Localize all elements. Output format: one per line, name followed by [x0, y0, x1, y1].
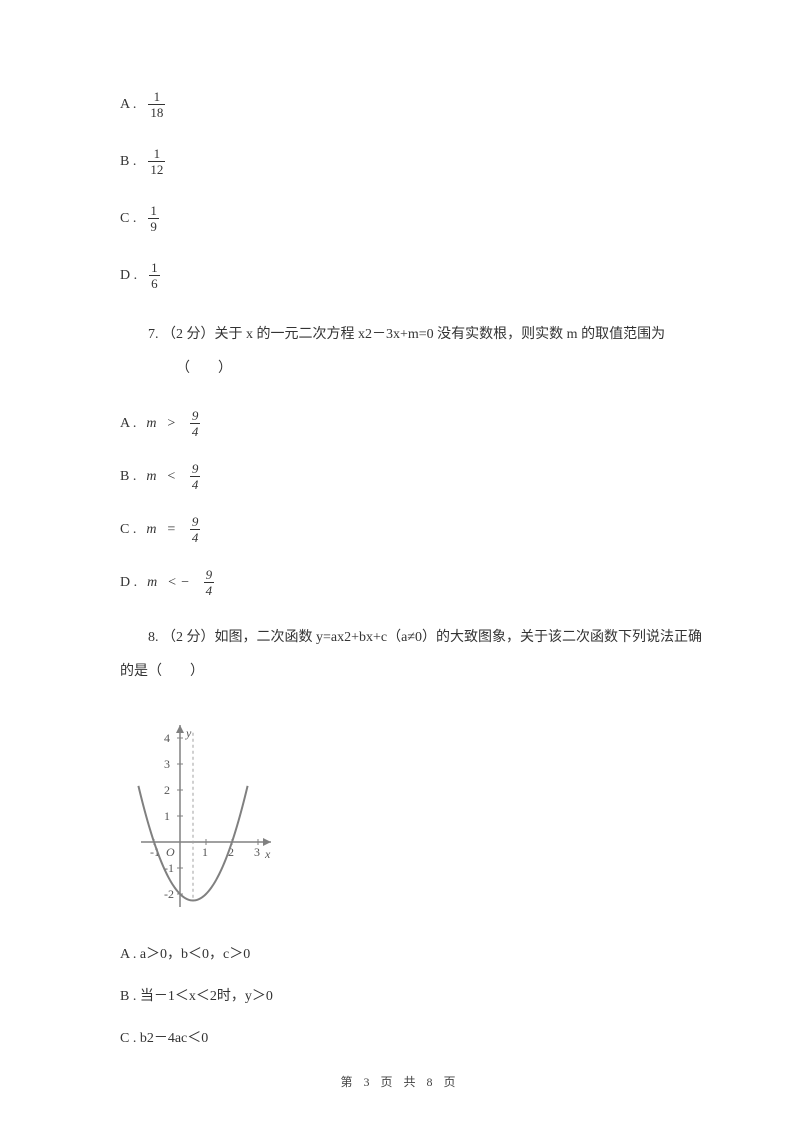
var: m — [146, 416, 156, 432]
option-letter: B . — [120, 989, 136, 1004]
page-footer: 第 3 页 共 8 页 — [0, 1073, 800, 1090]
fraction: 9 4 — [190, 462, 201, 491]
op: < − — [167, 575, 189, 591]
option-letter: B . — [120, 469, 136, 485]
q6-opt-b: B . 1 12 — [120, 147, 710, 176]
option-letter: C . — [120, 211, 136, 227]
svg-text:y: y — [185, 726, 192, 740]
q7-opt-d: D . m < − 9 4 — [120, 568, 710, 597]
q6-opt-a: A . 1 18 — [120, 90, 710, 119]
option-text: a＞0，b＜0，c＞0 — [140, 947, 250, 962]
q7-options: A . m > 9 4 B . m < 9 4 C . m = 9 4 — [120, 409, 710, 597]
option-letter: D . — [120, 268, 137, 284]
fraction: 1 6 — [149, 261, 160, 290]
option-letter: A . — [120, 947, 136, 962]
fraction: 1 12 — [148, 147, 165, 176]
svg-text:3: 3 — [164, 757, 170, 771]
svg-text:4: 4 — [164, 731, 170, 745]
q7-text: 7. （2 分）关于 x 的一元二次方程 x2－3x+m=0 没有实数根，则实数… — [148, 318, 710, 385]
fraction: 9 4 — [190, 515, 201, 544]
q7-opt-b: B . m < 9 4 — [120, 462, 710, 491]
fraction: 9 4 — [204, 568, 215, 597]
var: m — [147, 575, 157, 591]
q8-graph: -1123-2-11234yxO — [130, 712, 710, 917]
q8-text: 8. （2 分）如图，二次函数 y=ax2+bx+c（a≠0）的大致图象，关于该… — [120, 621, 710, 688]
var: m — [146, 522, 156, 538]
option-letter: A . — [120, 97, 136, 113]
parabola-chart: -1123-2-11234yxO — [130, 712, 310, 912]
svg-text:O: O — [166, 845, 175, 859]
q8-opt-c: C . b2－4ac＜0 — [120, 1027, 710, 1047]
svg-text:x: x — [264, 847, 271, 861]
q8-opt-a: A . a＞0，b＜0，c＞0 — [120, 943, 710, 963]
q8-options: A . a＞0，b＜0，c＞0 B . 当－1＜x＜2时，y＞0 C . b2－… — [120, 943, 710, 1047]
q6-opt-d: D . 1 6 — [120, 261, 710, 290]
svg-text:3: 3 — [254, 845, 260, 859]
q6-options: A . 1 18 B . 1 12 C . 1 9 D . 1 6 — [120, 90, 710, 290]
var: m — [146, 469, 156, 485]
option-letter: B . — [120, 154, 136, 170]
q8-opt-b: B . 当－1＜x＜2时，y＞0 — [120, 985, 710, 1005]
svg-text:1: 1 — [164, 809, 170, 823]
fraction: 9 4 — [190, 409, 201, 438]
option-letter: D . — [120, 575, 137, 591]
q6-opt-c: C . 1 9 — [120, 204, 710, 233]
option-text: 当－1＜x＜2时，y＞0 — [140, 989, 273, 1004]
q7-opt-a: A . m > 9 4 — [120, 409, 710, 438]
fraction: 1 9 — [148, 204, 159, 233]
op: > — [166, 416, 175, 432]
op: = — [166, 522, 175, 538]
svg-text:2: 2 — [164, 783, 170, 797]
op: < — [166, 469, 175, 485]
option-text: b2－4ac＜0 — [140, 1031, 208, 1046]
q7-opt-c: C . m = 9 4 — [120, 515, 710, 544]
option-letter: C . — [120, 1031, 136, 1046]
svg-text:1: 1 — [202, 845, 208, 859]
option-letter: C . — [120, 522, 136, 538]
fraction: 1 18 — [148, 90, 165, 119]
option-letter: A . — [120, 416, 136, 432]
svg-text:-2: -2 — [164, 887, 174, 901]
